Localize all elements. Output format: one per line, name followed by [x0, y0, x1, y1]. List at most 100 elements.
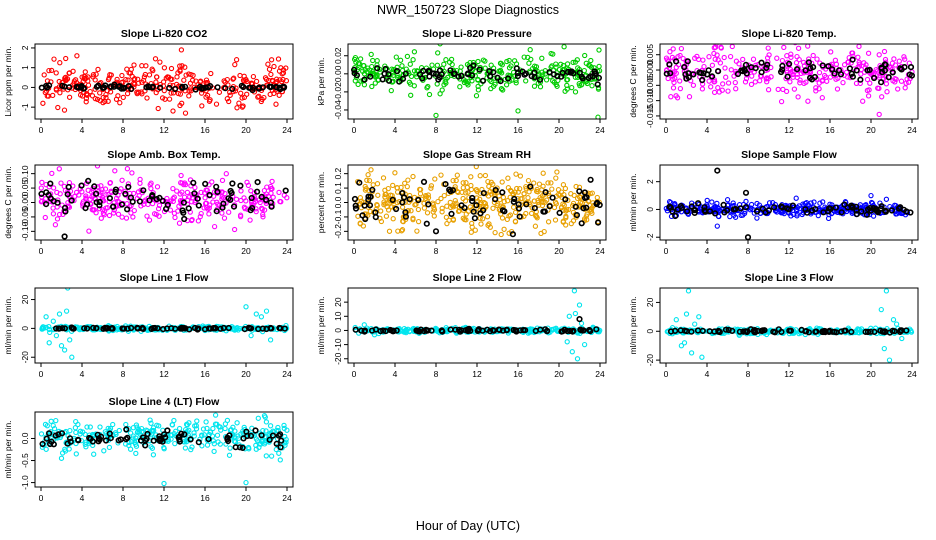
data-point: [749, 73, 755, 79]
data-point: [258, 193, 265, 200]
data-point: [750, 56, 757, 62]
data-point: [667, 49, 673, 55]
data-point: [50, 211, 57, 217]
data-point: [133, 450, 139, 457]
data-point: [204, 92, 211, 99]
data-point: [164, 74, 171, 80]
x-tick-label: 24: [595, 369, 605, 379]
data-point: [896, 328, 904, 336]
figure-xlabel: Hour of Day (UTC): [416, 519, 520, 533]
data-point: [715, 213, 722, 219]
data-point: [263, 308, 270, 314]
panel-10: Slope Line 4 (LT) Flow ml/min per min. 0 4 8…: [3, 396, 294, 503]
data-point: [581, 341, 588, 348]
data-point: [50, 198, 57, 205]
data-point: [568, 220, 574, 227]
data-point: [390, 216, 396, 222]
data-point: [881, 207, 889, 214]
data-point: [269, 432, 277, 439]
data-point: [694, 200, 702, 207]
data-point: [848, 70, 855, 77]
data-point: [736, 328, 744, 335]
data-point: [58, 430, 66, 437]
data-point: [742, 79, 749, 85]
data-point: [690, 71, 697, 78]
data-point: [267, 91, 273, 98]
data-point: [190, 179, 197, 186]
data-point: [361, 328, 368, 335]
data-point: [876, 52, 882, 58]
data-point: [170, 198, 176, 205]
data-point: [144, 428, 151, 434]
data-point: [593, 326, 600, 333]
data-point: [699, 327, 706, 335]
data-point: [596, 47, 602, 53]
data-point: [83, 99, 89, 105]
data-point: [793, 195, 799, 201]
data-point: [892, 79, 898, 85]
data-point: [253, 208, 259, 215]
data-point: [137, 180, 143, 186]
data-point: [370, 57, 376, 64]
data-point: [271, 63, 277, 70]
data-point: [388, 87, 394, 94]
data-point: [227, 92, 233, 98]
data-point: [168, 90, 174, 96]
data-point: [492, 229, 498, 236]
data-point: [281, 422, 287, 429]
data-point: [808, 200, 814, 206]
data-point: [714, 200, 720, 207]
y-tick-label: 0.000: [645, 59, 655, 81]
y-tick-label: -0.010: [645, 88, 655, 112]
data-point: [584, 217, 590, 223]
data-point: [864, 206, 872, 213]
data-point: [829, 328, 836, 335]
data-point: [683, 311, 690, 317]
data-point: [276, 324, 283, 332]
data-point: [739, 68, 746, 75]
data-point: [258, 314, 265, 320]
data-point: [736, 332, 742, 338]
data-point: [120, 94, 126, 101]
data-point: [273, 440, 280, 447]
data-point: [583, 213, 590, 219]
data-point: [587, 176, 594, 183]
data-point: [553, 201, 559, 207]
data-point: [784, 73, 791, 80]
data-point: [564, 339, 570, 345]
data-point: [81, 75, 87, 82]
data-point: [135, 89, 142, 95]
data-point: [368, 51, 374, 58]
data-point: [85, 177, 92, 184]
data-point: [711, 79, 717, 85]
data-point: [178, 47, 185, 53]
data-point: [708, 84, 714, 90]
data-point: [131, 190, 137, 197]
data-point: [273, 101, 279, 107]
y-tick-label: -1.0: [20, 475, 30, 490]
data-point: [150, 437, 157, 444]
data-points: [351, 165, 603, 238]
data-point: [867, 80, 873, 86]
data-point: [102, 208, 108, 214]
data-point: [560, 219, 566, 225]
x-tick-label: 8: [121, 369, 126, 379]
data-point: [688, 203, 695, 210]
data-point: [819, 62, 826, 69]
y-tick-label: 0: [333, 328, 343, 333]
data-point: [490, 83, 497, 89]
data-point: [62, 448, 69, 454]
data-point: [672, 212, 679, 220]
data-point: [764, 61, 771, 68]
data-point: [890, 317, 897, 323]
data-point: [192, 184, 198, 191]
data-point: [128, 210, 134, 216]
data-point: [58, 180, 64, 186]
panel-title: Slope Gas Stream RH: [423, 149, 531, 161]
data-point: [425, 201, 432, 208]
data-point: [253, 311, 259, 317]
data-point: [426, 73, 433, 80]
panel-ylabel: ml/min per min.: [316, 296, 326, 354]
data-point: [724, 197, 731, 203]
data-point: [107, 435, 114, 442]
